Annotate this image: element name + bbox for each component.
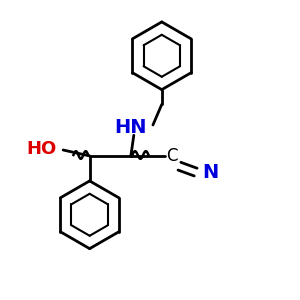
Text: HO: HO: [26, 140, 56, 158]
Text: HN: HN: [115, 118, 147, 137]
Text: C: C: [166, 147, 178, 165]
Text: N: N: [202, 163, 218, 182]
